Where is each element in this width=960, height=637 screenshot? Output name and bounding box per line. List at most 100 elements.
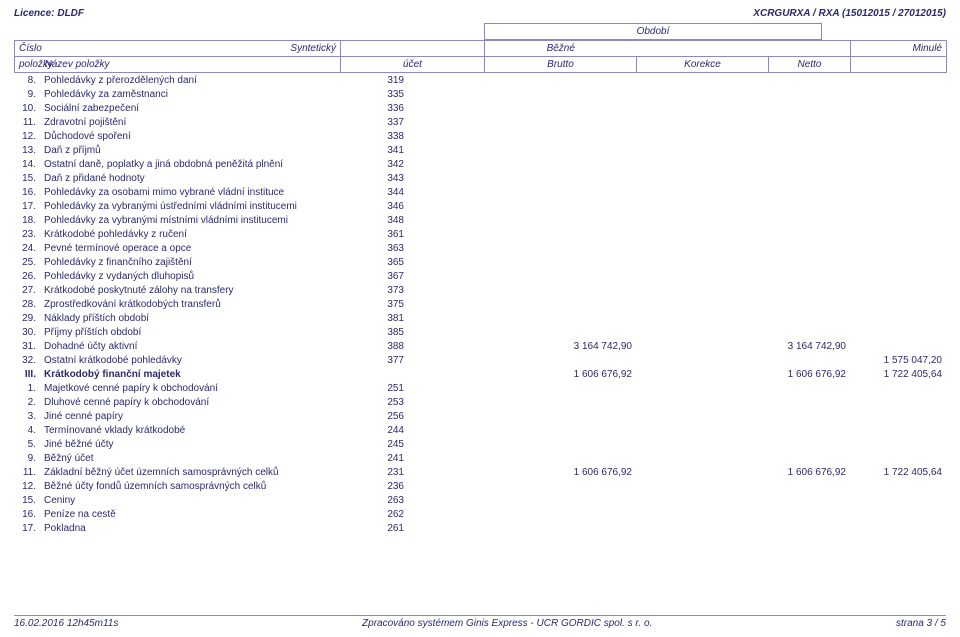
table-row: 9.Běžný účet241 xyxy=(14,451,946,465)
table-row: 10.Sociální zabezpečení336 xyxy=(14,101,946,115)
row-korekce xyxy=(636,255,768,269)
hdr-nazev: Název položky xyxy=(41,57,341,73)
table-row: 27.Krátkodobé poskytnuté zálohy na trans… xyxy=(14,283,946,297)
row-netto xyxy=(768,213,850,227)
row-name: Zdravotní pojištění xyxy=(40,115,340,129)
row-name: Pohledávky za zaměstnanci xyxy=(40,87,340,101)
row-minule xyxy=(850,185,946,199)
row-ucet: 256 xyxy=(340,409,484,423)
row-number: 10. xyxy=(14,101,40,115)
row-number: 24. xyxy=(14,241,40,255)
row-korekce xyxy=(636,507,768,521)
row-minule xyxy=(850,157,946,171)
row-brutto xyxy=(484,493,636,507)
row-ucet: 244 xyxy=(340,423,484,437)
row-ucet: 343 xyxy=(340,171,484,185)
row-minule: 1 722 405,64 xyxy=(850,465,946,479)
row-ucet: 348 xyxy=(340,213,484,227)
row-name: Jiné běžné účty xyxy=(40,437,340,451)
table-row: 16.Peníze na cestě262 xyxy=(14,507,946,521)
row-number: 5. xyxy=(14,437,40,451)
row-number: 8. xyxy=(14,73,40,87)
row-name: Pohledávky za osobami mimo vybrané vládn… xyxy=(40,185,340,199)
row-minule xyxy=(850,409,946,423)
row-number: 27. xyxy=(14,283,40,297)
hdr-ucet: účet xyxy=(341,57,485,73)
row-ucet: 253 xyxy=(340,395,484,409)
row-number: 2. xyxy=(14,395,40,409)
row-netto xyxy=(768,255,850,269)
row-netto xyxy=(768,353,850,367)
row-netto xyxy=(768,171,850,185)
hdr-netto: Netto xyxy=(769,57,851,73)
row-minule xyxy=(850,269,946,283)
row-ucet: 341 xyxy=(340,143,484,157)
row-name: Pohledávky za vybranými místními vládním… xyxy=(40,213,340,227)
row-number: 32. xyxy=(14,353,40,367)
row-ucet: 335 xyxy=(340,87,484,101)
row-netto xyxy=(768,199,850,213)
row-netto xyxy=(768,87,850,101)
row-name: Jiné cenné papíry xyxy=(40,409,340,423)
row-ucet xyxy=(340,367,484,381)
table-row: 24.Pevné termínové operace a opce363 xyxy=(14,241,946,255)
row-netto xyxy=(768,451,850,465)
row-brutto xyxy=(484,227,636,241)
row-korekce xyxy=(636,171,768,185)
row-number: 16. xyxy=(14,507,40,521)
row-name: Termínované vklady krátkodobé xyxy=(40,423,340,437)
row-minule xyxy=(850,325,946,339)
row-korekce xyxy=(636,115,768,129)
row-number: 15. xyxy=(14,171,40,185)
row-number: 18. xyxy=(14,213,40,227)
row-name: Pokladna xyxy=(40,521,340,535)
row-ucet: 344 xyxy=(340,185,484,199)
row-ucet: 236 xyxy=(340,479,484,493)
row-minule xyxy=(850,493,946,507)
row-minule xyxy=(850,437,946,451)
table-row: 16.Pohledávky za osobami mimo vybrané vl… xyxy=(14,185,946,199)
row-netto xyxy=(768,241,850,255)
row-netto: 1 606 676,92 xyxy=(768,465,850,479)
row-korekce xyxy=(636,339,768,353)
row-name: Náklady příštích období xyxy=(40,311,340,325)
row-brutto xyxy=(484,115,636,129)
row-brutto: 1 606 676,92 xyxy=(484,367,636,381)
row-number: 14. xyxy=(14,157,40,171)
data-table: 8.Pohledávky z přerozdělených daní3199.P… xyxy=(14,73,946,535)
row-name: Ostatní krátkodobé pohledávky xyxy=(40,353,340,367)
row-name: Krátkodobé pohledávky z ručení xyxy=(40,227,340,241)
row-number: 4. xyxy=(14,423,40,437)
row-korekce xyxy=(636,297,768,311)
table-row: 23.Krátkodobé pohledávky z ručení361 xyxy=(14,227,946,241)
table-row: 11.Základní běžný účet územních samosprá… xyxy=(14,465,946,479)
row-brutto xyxy=(484,325,636,339)
hdr-brutto: Brutto xyxy=(485,57,637,73)
report-code: XCRGURXA / RXA (15012015 / 27012015) xyxy=(753,8,946,19)
row-korekce xyxy=(636,241,768,255)
row-number: 26. xyxy=(14,269,40,283)
row-number: 11. xyxy=(14,115,40,129)
row-netto xyxy=(768,227,850,241)
row-name: Pohledávky z vydaných dluhopisů xyxy=(40,269,340,283)
table-row: 1.Majetkové cenné papíry k obchodování25… xyxy=(14,381,946,395)
row-name: Sociální zabezpečení xyxy=(40,101,340,115)
hdr-korekce: Korekce xyxy=(637,57,769,73)
row-brutto xyxy=(484,129,636,143)
row-number: 12. xyxy=(14,479,40,493)
table-row: 5.Jiné běžné účty245 xyxy=(14,437,946,451)
row-name: Pohledávky z finančního zajištění xyxy=(40,255,340,269)
row-brutto xyxy=(484,171,636,185)
top-header: Licence: DLDF XCRGURXA / RXA (15012015 /… xyxy=(14,8,946,19)
row-brutto: 1 606 676,92 xyxy=(484,465,636,479)
table-row: 17.Pokladna261 xyxy=(14,521,946,535)
row-brutto xyxy=(484,101,636,115)
row-korekce xyxy=(636,269,768,283)
row-netto xyxy=(768,395,850,409)
row-korekce xyxy=(636,199,768,213)
row-korekce xyxy=(636,325,768,339)
row-netto xyxy=(768,409,850,423)
row-minule xyxy=(850,73,946,87)
column-header-table: Číslo Syntetický Běžné Minulé položky Ná… xyxy=(14,40,947,73)
row-ucet: 342 xyxy=(340,157,484,171)
